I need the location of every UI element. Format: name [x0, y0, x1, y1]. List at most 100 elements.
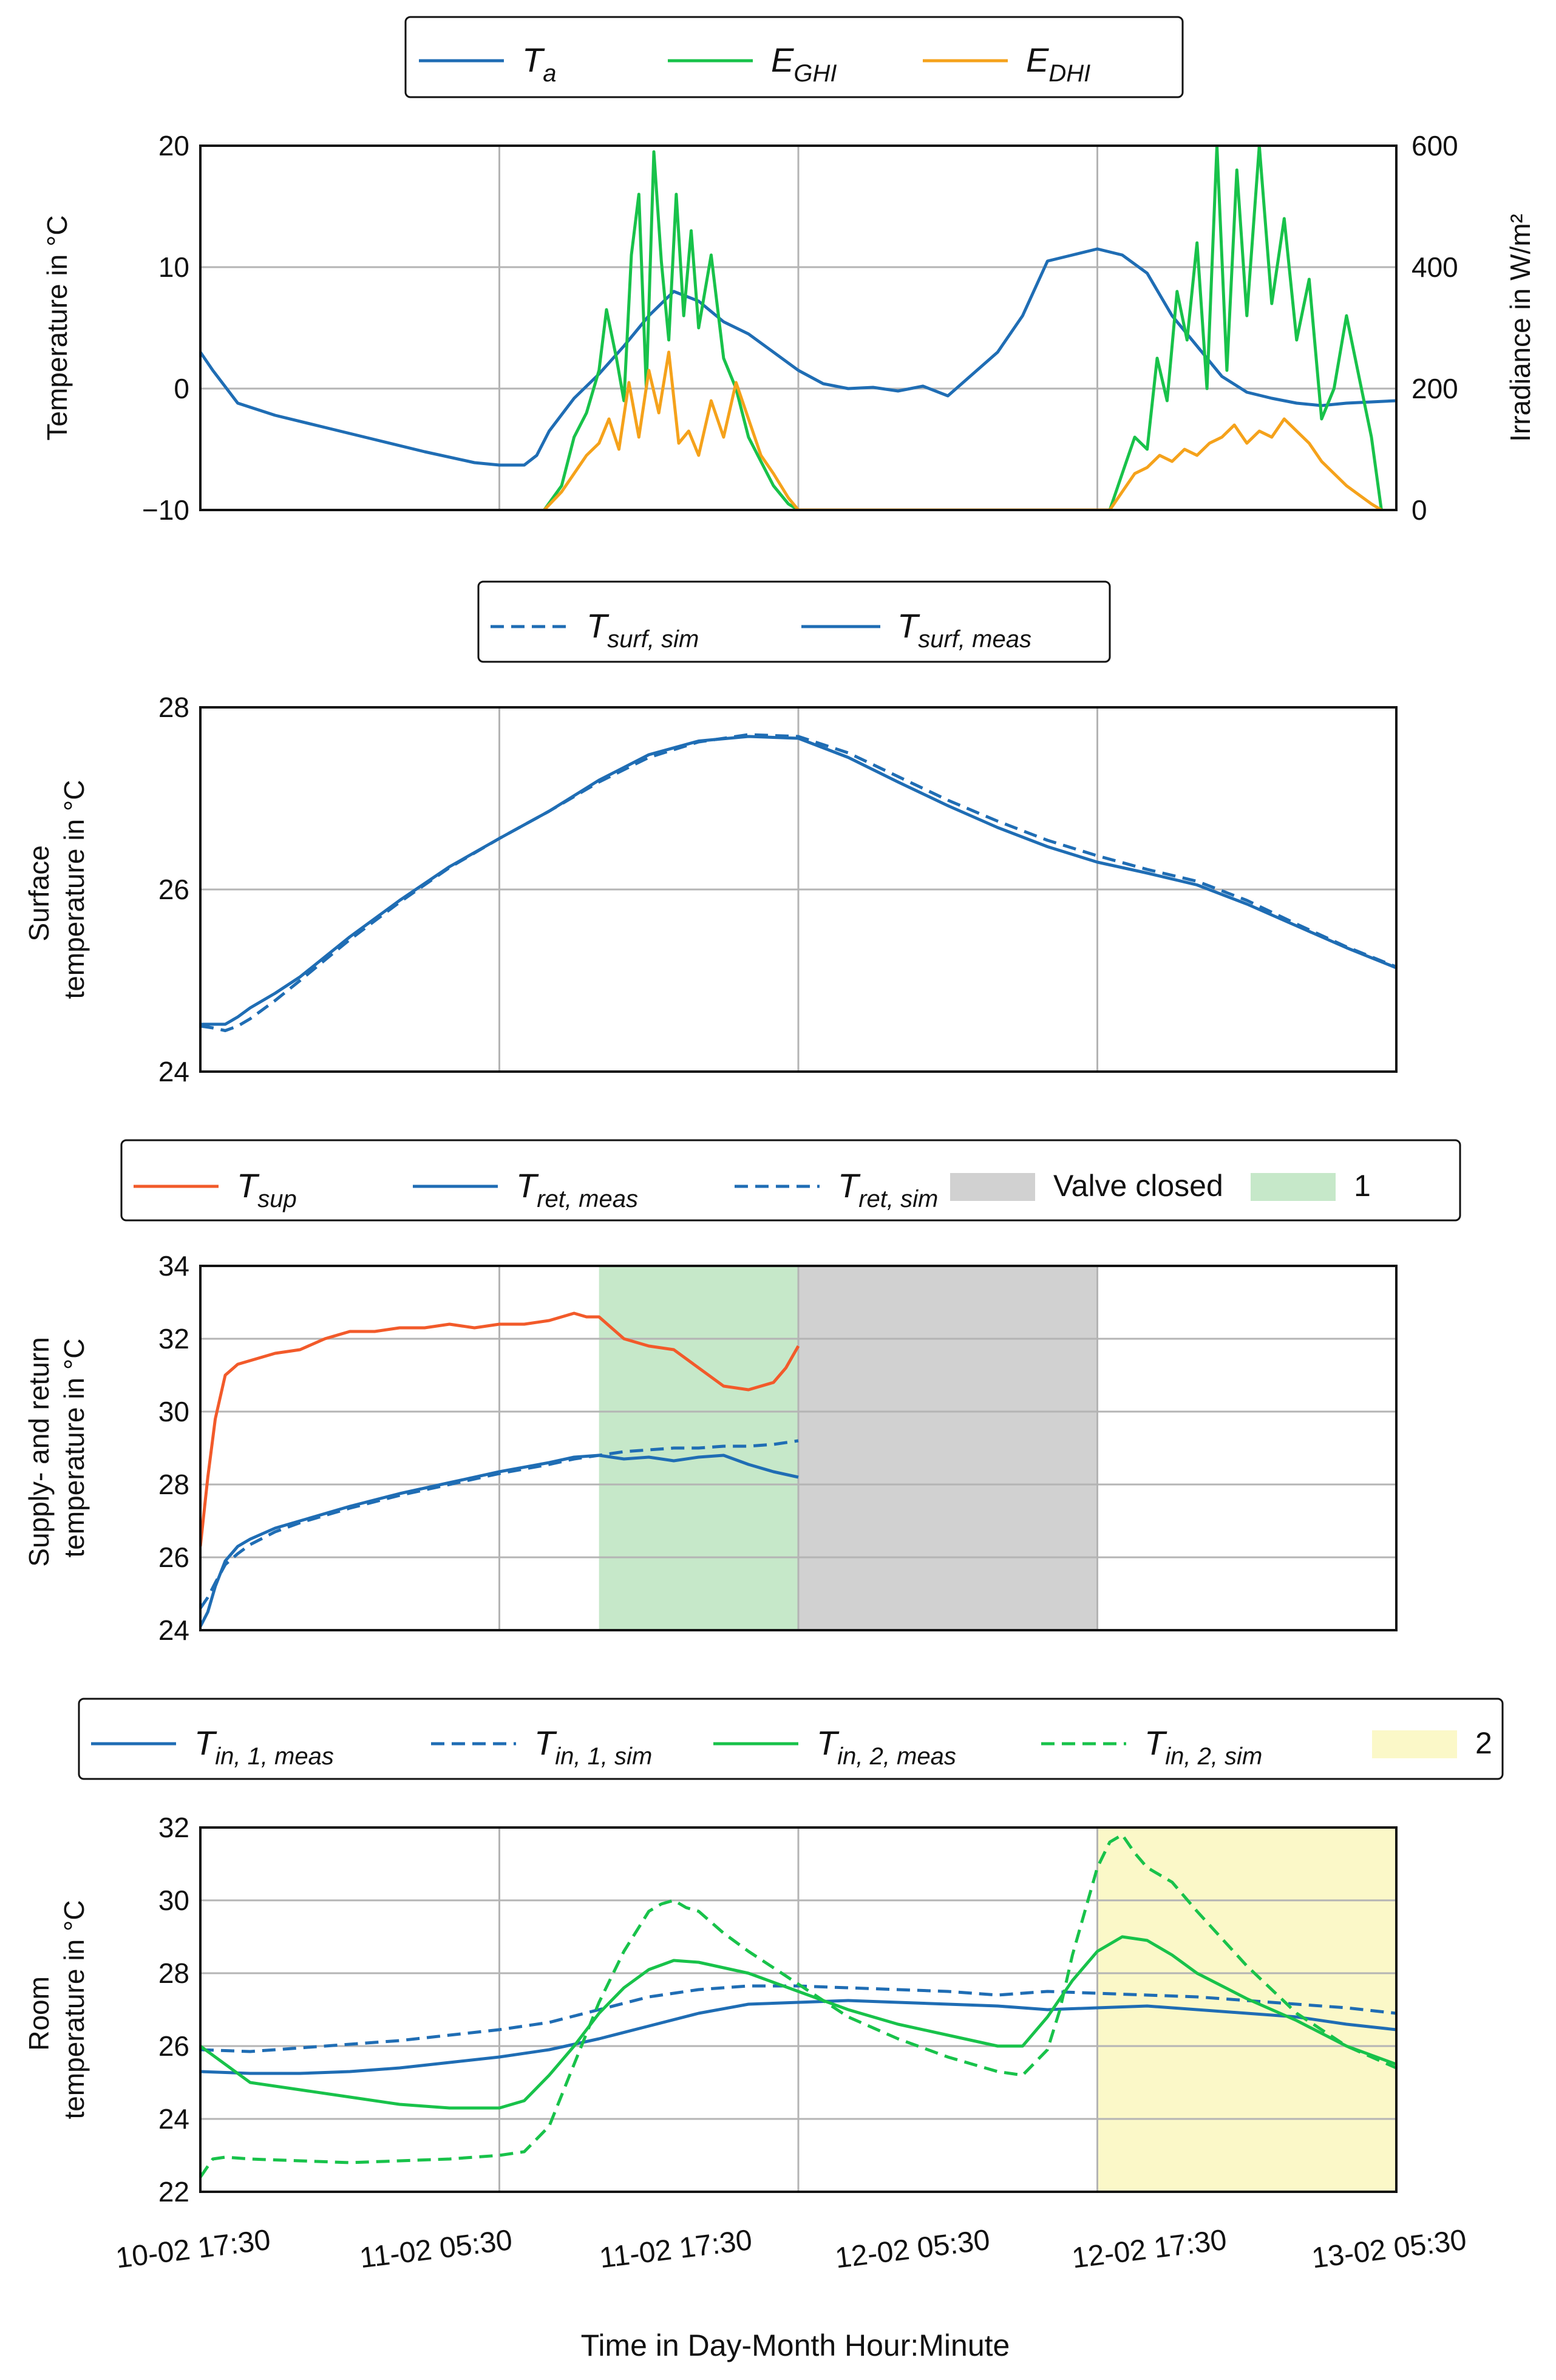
series-layer [200, 1833, 1396, 2178]
legend-label-main: T [1144, 1724, 1167, 1762]
y-tick-labels: 32 30 28 26 24 22 [158, 1812, 189, 2208]
y-tick-label: 26 [158, 2030, 189, 2062]
y-right-tick-labels: 600 400 200 0 [1412, 130, 1458, 526]
y-right-tick-label: 600 [1412, 130, 1458, 162]
legend-item: Tret, meas [413, 1166, 638, 1212]
legend-label: Tin, 2, sim [1144, 1724, 1262, 1770]
legend-box [120, 1139, 1461, 1222]
series-t-sup [200, 1311, 800, 1547]
gridlines [200, 146, 1396, 510]
y-tick-label: 30 [158, 1396, 189, 1427]
legend-label-main: T [897, 607, 920, 645]
legend-label: EGHI [771, 41, 837, 87]
y-tick-label: 32 [158, 1323, 189, 1355]
y-tick-label: 24 [158, 1056, 189, 1087]
series-t-in-1-sim [200, 1984, 1396, 2053]
legend-label-sub: ret, sim [858, 1186, 938, 1212]
legend-label: Tin, 1, sim [534, 1724, 652, 1770]
legend-label: 2 [1475, 1726, 1492, 1760]
legend-label-sub: surf, meas [918, 626, 1031, 653]
y-right-tick-label: 0 [1412, 494, 1427, 526]
y-tick-label: 28 [158, 692, 189, 723]
legend-item: 1 [1251, 1169, 1371, 1203]
legend-label-main: T [194, 1724, 217, 1762]
y-axis-label-line-1: Supply- and return [23, 1337, 55, 1566]
legend-label-main: T [237, 1166, 260, 1205]
series-t-surf-meas [200, 735, 1396, 1026]
legend-item: Tsurf, sim [491, 607, 699, 653]
room-panel: 32 30 28 26 24 22 Room temperature in °C Tin,… [23, 1698, 1504, 2208]
legend-label-sub: GHI [793, 60, 837, 87]
y-axis-label-line-2: temperature in °C [58, 1339, 90, 1558]
series-e-ghi [543, 146, 1383, 510]
legend-label: 1 [1354, 1169, 1371, 1203]
legend-item: Tret, sim [735, 1166, 938, 1212]
weather-panel: 20 10 0 −10 600 400 200 0 Temperature in °C Ir… [41, 16, 1536, 526]
legend-label-main: T [516, 1166, 539, 1205]
series-layer [200, 733, 1396, 1032]
legend-item: Tin, 2, sim [1041, 1724, 1262, 1770]
gridlines [200, 1266, 1396, 1630]
y-tick-label: 28 [158, 1469, 189, 1500]
bands-layer [1097, 1827, 1396, 2192]
y-axis-label-line-1: Surface [23, 845, 55, 942]
legend-label-main: E [771, 41, 794, 79]
legend-swatch [950, 1173, 1035, 1201]
y-axis-label: Temperature in °C [41, 215, 73, 440]
series-t-in-2-sim [200, 1833, 1396, 2178]
legend: Ta EGHI EDHI [419, 41, 1090, 87]
y-tick-label: 10 [158, 251, 189, 283]
legend-label-main: T [586, 607, 610, 645]
band-valve-closed [798, 1266, 1098, 1630]
series-t-in-1-meas [200, 1999, 1396, 2075]
y-right-axis-label: Irradiance in W/m² [1504, 214, 1536, 442]
legend-box [477, 580, 1111, 663]
plot-frame [199, 1265, 1398, 1631]
legend-item: Tsurf, meas [801, 607, 1031, 653]
y-tick-label: 32 [158, 1812, 189, 1843]
y-tick-label: 34 [158, 1250, 189, 1282]
y-axis-label: Surface temperature in °C [23, 780, 90, 999]
series-layer [200, 1311, 800, 1628]
plot-frame [199, 1826, 1398, 2193]
supply-return-panel: 34 32 30 28 26 24 Supply- and return temperat… [23, 1139, 1461, 1646]
legend-item: Tin, 1, meas [91, 1724, 334, 1770]
series-t-ret-meas [200, 1453, 799, 1628]
legend-label-sub: DHI [1048, 60, 1090, 87]
legend-item: Tin, 1, sim [431, 1724, 652, 1770]
legend-box [404, 16, 1184, 98]
y-tick-label: 26 [158, 874, 189, 905]
legend-label: Tsurf, meas [897, 607, 1031, 653]
series-e-dhi [543, 350, 1382, 510]
legend: Tsup Tret, meas Tret, sim Valve closed 1 [134, 1166, 1371, 1212]
legend-label-main: T [838, 1166, 861, 1205]
legend-label: Tin, 2, meas [817, 1724, 956, 1770]
y-tick-label: 22 [158, 2176, 189, 2208]
legend-label-sub: in, 2, meas [837, 1743, 956, 1770]
legend-label-sub: ret, meas [537, 1186, 638, 1212]
legend-item: Tsup [134, 1166, 297, 1212]
band-2 [1097, 1827, 1396, 2192]
legend-label: Valve closed [1053, 1169, 1223, 1203]
legend-label: Tin, 1, meas [194, 1724, 334, 1770]
legend-label-sub: in, 2, sim [1165, 1743, 1262, 1770]
legend-item: EDHI [923, 41, 1090, 87]
legend-item: Ta [419, 41, 556, 87]
legend-swatch [1372, 1730, 1457, 1758]
legend-item: Tin, 2, meas [713, 1724, 956, 1770]
legend-label-sub: surf, sim [607, 626, 699, 653]
y-tick-label: 24 [158, 2103, 189, 2135]
legend-label: Tret, sim [838, 1166, 938, 1212]
legend: Tin, 1, meas Tin, 1, sim Tin, 2, meas Tin, … [91, 1724, 1492, 1770]
legend-label-main: E [1026, 41, 1049, 79]
y-tick-labels: 28 26 24 [158, 692, 189, 1087]
legend-item: 2 [1372, 1726, 1492, 1760]
series-t-ret-sim [200, 1439, 799, 1610]
y-tick-label: 30 [158, 1885, 189, 1916]
y-axis-label-line-1: Room [23, 1976, 55, 2051]
x-axis-label: Time in Day-Month Hour:Minute [581, 2328, 1010, 2362]
y-tick-labels: 20 10 0 −10 [142, 130, 189, 526]
y-axis-label: Room temperature in °C [23, 1900, 90, 2120]
legend-label-sub: in, 1, sim [555, 1743, 652, 1770]
legend-label: Tsup [237, 1166, 297, 1212]
